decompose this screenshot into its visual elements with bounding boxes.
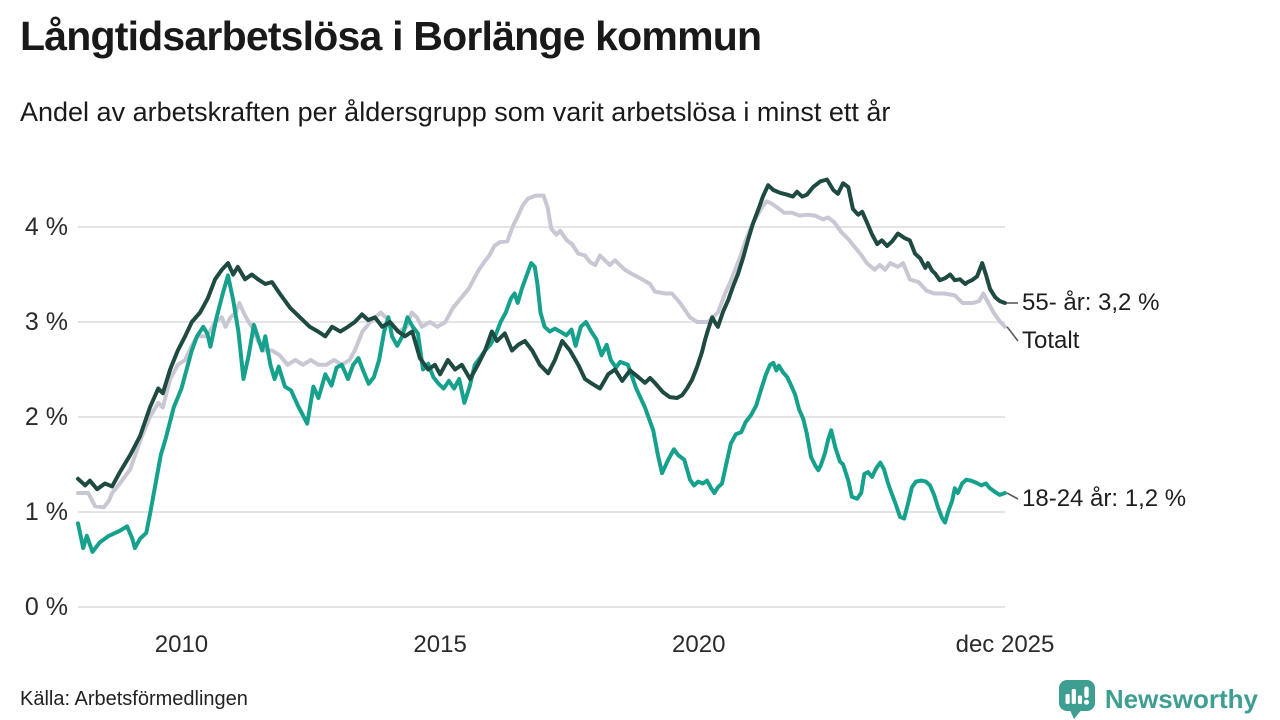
y-tick-label: 4 % (24, 213, 68, 241)
x-tick-label: 2015 (413, 631, 467, 658)
annotation-connector (1006, 492, 1019, 500)
x-tick-label: 2020 (672, 631, 726, 658)
series-line-18-24-ar (76, 261, 1007, 554)
y-tick-label: 1 % (24, 498, 68, 526)
y-tick-label: 2 % (24, 403, 68, 431)
series-line-totalt (76, 193, 1007, 510)
x-tick-label: dec 2025 (955, 631, 1055, 658)
y-tick-label: 0 % (24, 593, 68, 621)
annotation-connector (1006, 326, 1019, 342)
series-line-55-ar (76, 177, 1007, 492)
source-note: Källa: Arbetsförmedlingen (20, 688, 248, 710)
series-label-totalt: Totalt (1022, 327, 1080, 354)
chart-title: Långtidsarbetslösa i Borlänge kommun (20, 13, 762, 59)
newsworthy-wordmark: Newsworthy (1104, 683, 1258, 714)
y-tick-label: 3 % (24, 308, 68, 336)
series-label-18-24-ar: 18-24 år: 1,2 % (1022, 485, 1187, 512)
newsworthy-speech-bubble-bar-chart-icon (1058, 679, 1095, 719)
newsworthy-logo[interactable]: Newsworthy (1058, 678, 1258, 720)
chart-subtitle: Andel av arbetskraften per åldersgrupp s… (20, 97, 891, 127)
series-label-55-ar: 55- år: 3,2 % (1022, 289, 1160, 316)
x-tick-label: 2010 (154, 631, 209, 658)
